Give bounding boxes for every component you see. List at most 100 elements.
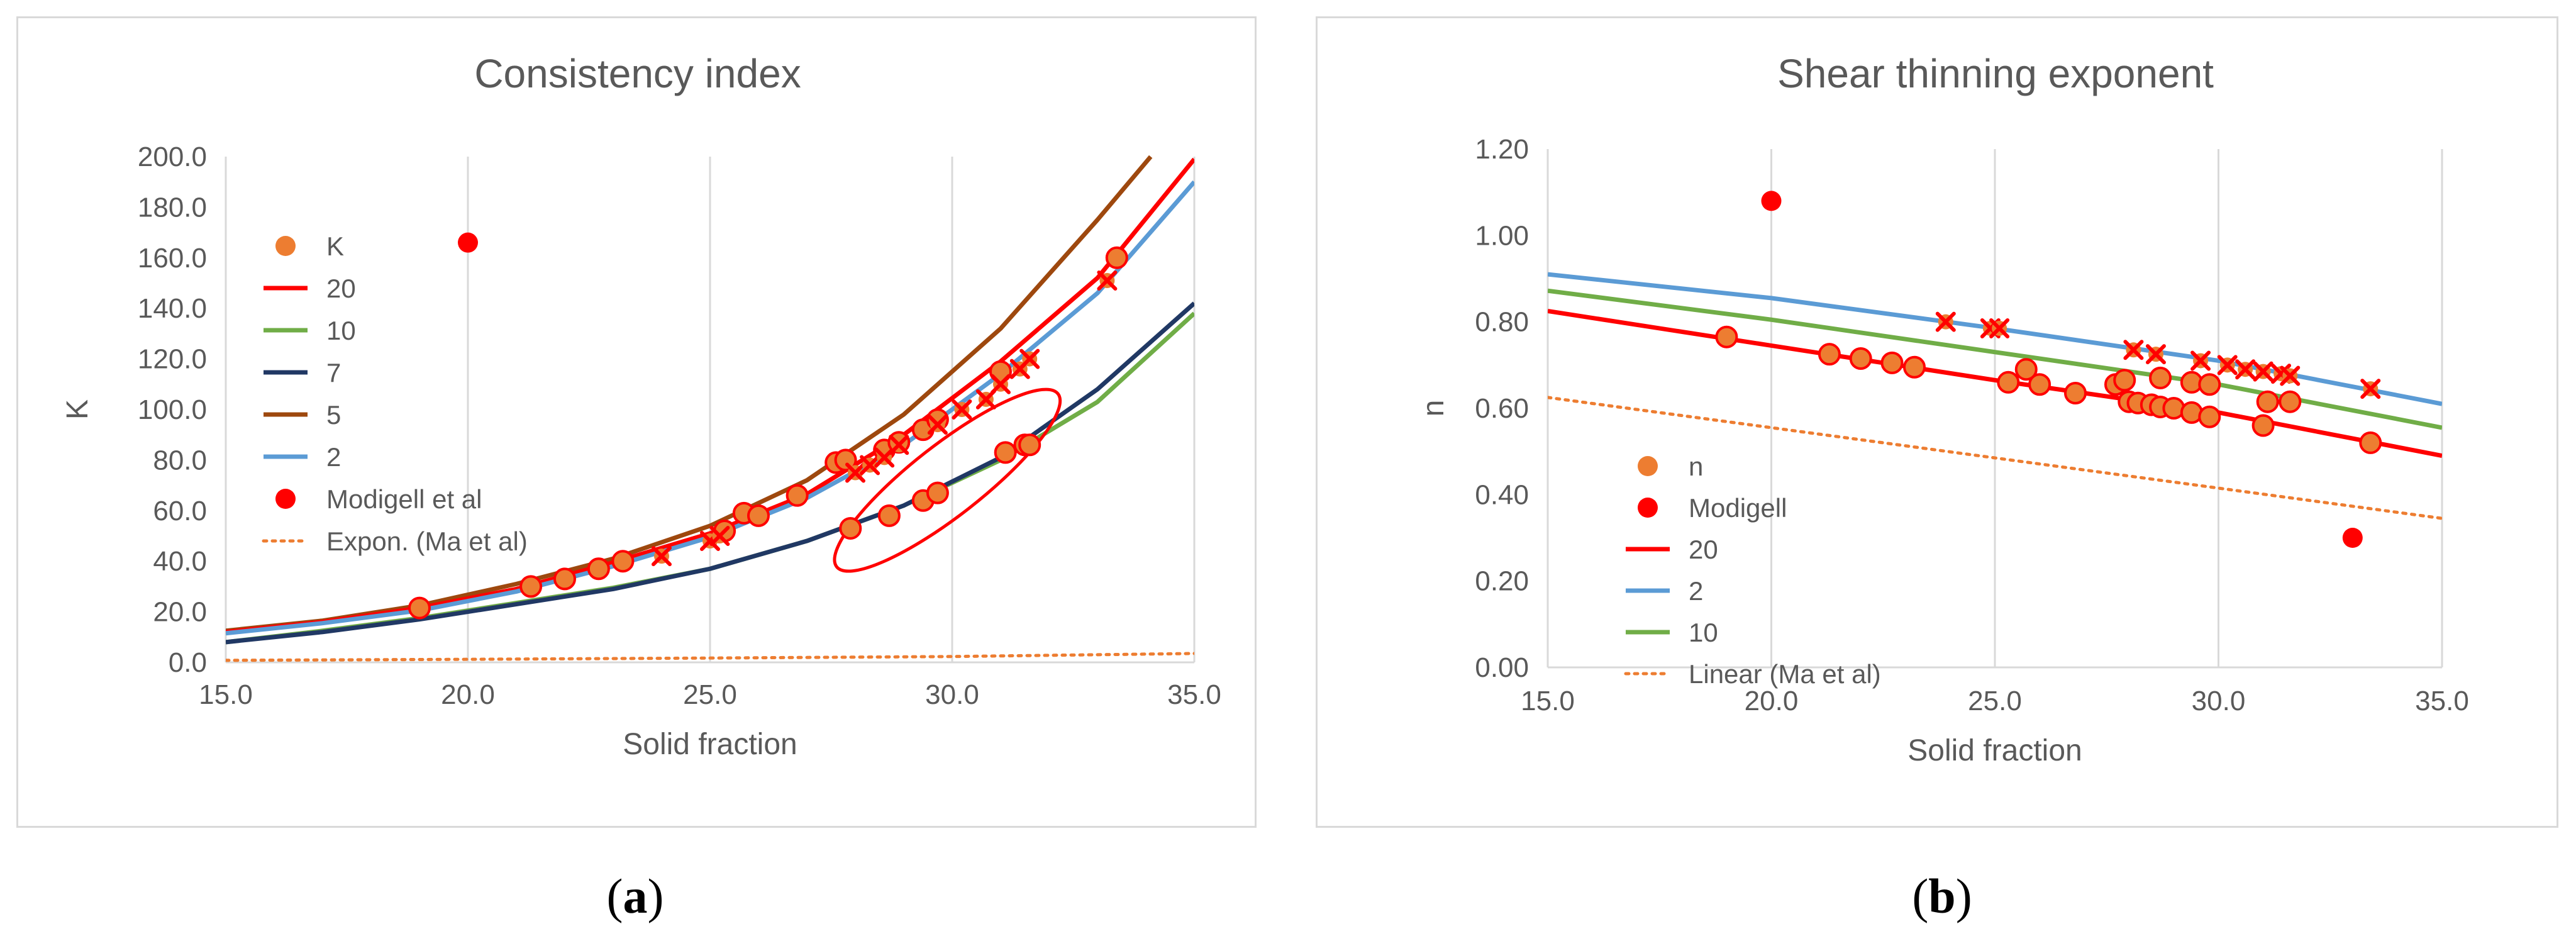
chart-shear-thinning-exponent: Shear thinning exponent 15.0 20.0 25.0 30.0 3… (1417, 51, 2469, 767)
data-point-k (786, 484, 809, 507)
data-point-n (1849, 347, 1872, 370)
series-line-20 (1548, 309, 2442, 458)
caption-b-letter: b (1928, 869, 1956, 923)
annotation-ellipse (833, 387, 1062, 573)
data-point-n (1880, 351, 1904, 374)
legend-label: Expon. (Ma et al) (326, 526, 528, 556)
legend-entry-modigell-et-al: Modigell et al (275, 484, 482, 514)
legend-label: 5 (326, 400, 341, 430)
legend-label: 7 (326, 358, 341, 387)
point-cross (2217, 355, 2238, 376)
data-point-k (839, 516, 862, 540)
y-tick-label: 140.0 (138, 293, 207, 324)
x-axis-label: Solid fraction (623, 728, 797, 761)
legend-entry-7: 7 (264, 358, 341, 387)
y-tick-label: 120.0 (138, 344, 207, 375)
series-line-expon-ma-et-al (226, 652, 1194, 662)
x-tick-label: 15.0 (199, 679, 253, 710)
point-cross (652, 546, 672, 567)
data-point-n (2359, 431, 2382, 454)
data-point-n (2014, 358, 2038, 381)
data-point-n (2198, 405, 2221, 428)
point-cross (1097, 270, 1118, 291)
legend-label: Modigell (1689, 493, 1787, 523)
legend-label: 10 (1689, 618, 1718, 647)
data-point-k-x (991, 374, 1011, 394)
point-cross (1019, 348, 1040, 369)
data-point-k (926, 481, 949, 504)
x-tick-label: 35.0 (1167, 679, 1221, 710)
data-point-n-x (2190, 350, 2211, 371)
y-tick-label: 0.80 (1475, 307, 1529, 338)
data-point-n-x (1989, 318, 2010, 338)
legend-label: 2 (1689, 576, 1703, 606)
y-axis-label: n (1417, 400, 1450, 417)
legend-label: 20 (326, 274, 356, 303)
legend-entry-10: 10 (1626, 618, 1718, 647)
chart-title: Shear thinning exponent (1777, 51, 2214, 96)
point-cross (991, 374, 1011, 394)
legend-marker (275, 489, 296, 509)
x-tick-label: 35.0 (2415, 686, 2469, 716)
y-tick-label: 100.0 (138, 394, 207, 425)
caption-a-letter: a (623, 869, 648, 923)
data-point-n (2149, 366, 2172, 389)
series-line-linear-ma-et-al (1548, 396, 2442, 520)
legend-entry-2: 2 (1626, 576, 1703, 606)
chart-panel-shear-thinning-exponent: Shear thinning exponent 15.0 20.0 25.0 30.0 3… (1316, 16, 2558, 828)
legend-entry-5: 5 (264, 400, 341, 430)
point-cross (2235, 359, 2256, 380)
data-point-modigell (1761, 191, 1782, 211)
legend-entry-n: n (1638, 452, 1703, 481)
data-point-k (994, 441, 1017, 464)
x-tick-label: 15.0 (1521, 686, 1575, 716)
point-cross (2145, 344, 2166, 365)
point-cross (845, 462, 865, 483)
legend-label: K (326, 231, 344, 261)
y-tick-label: 180.0 (138, 192, 207, 223)
data-point-n (2198, 373, 2221, 396)
data-point-n (2279, 390, 2302, 413)
x-tick-label: 20.0 (441, 679, 495, 710)
x-tick-label: 25.0 (1968, 686, 2022, 716)
point-cross (2360, 379, 2381, 399)
data-point-n-x (2123, 340, 2144, 360)
data-point-k (611, 550, 635, 573)
y-tick-label: 80.0 (153, 445, 207, 476)
y-tick-label: 0.0 (169, 647, 207, 678)
data-point-n (2256, 390, 2279, 413)
point-cross (2280, 365, 2301, 386)
legend-entry-10: 10 (264, 316, 356, 345)
legend-label: Linear (Ma et al) (1689, 659, 1881, 689)
point-cross (1935, 311, 1956, 332)
legend-label: 20 (1689, 535, 1718, 564)
data-point-n (1715, 325, 1738, 348)
data-point-k-x (652, 546, 672, 567)
y-tick-label: 0.00 (1475, 652, 1529, 683)
data-point-n (2028, 373, 2051, 396)
chart-title: Consistency index (474, 51, 801, 96)
caption-a: (a) (606, 869, 664, 923)
data-point-n-x (2253, 361, 2273, 382)
x-axis-label: Solid fraction (1907, 734, 2082, 767)
point-cross (2190, 350, 2211, 371)
data-point-k (1105, 246, 1128, 269)
data-point-n (1997, 370, 2020, 394)
x-tick-label: 30.0 (925, 679, 979, 710)
y-tick-label: 1.00 (1475, 220, 1529, 251)
data-point-k-x (709, 526, 730, 546)
data-point-n (2251, 414, 2275, 437)
y-tick-label: 0.40 (1475, 479, 1529, 510)
data-point-k (408, 596, 431, 620)
series-line-5 (226, 155, 1153, 633)
chart-consistency-index: Consistency index 15.0 20.0 25.0 30.0 35.0 0.0… (61, 51, 1221, 761)
data-point-k-x (1019, 348, 1040, 369)
legend-label: n (1689, 452, 1703, 481)
data-point-k (553, 567, 576, 591)
y-tick-label: 60.0 (153, 496, 207, 526)
chart-panel-consistency-index: Consistency index 15.0 20.0 25.0 30.0 35.0 0.0… (16, 16, 1257, 828)
chart-legend: n Modigell 20 2 10 Linear (Ma et al) (1624, 452, 1881, 689)
x-tick-label: 30.0 (2192, 686, 2246, 716)
data-point-k-x (845, 462, 865, 483)
y-tick-label: 160.0 (138, 243, 207, 274)
